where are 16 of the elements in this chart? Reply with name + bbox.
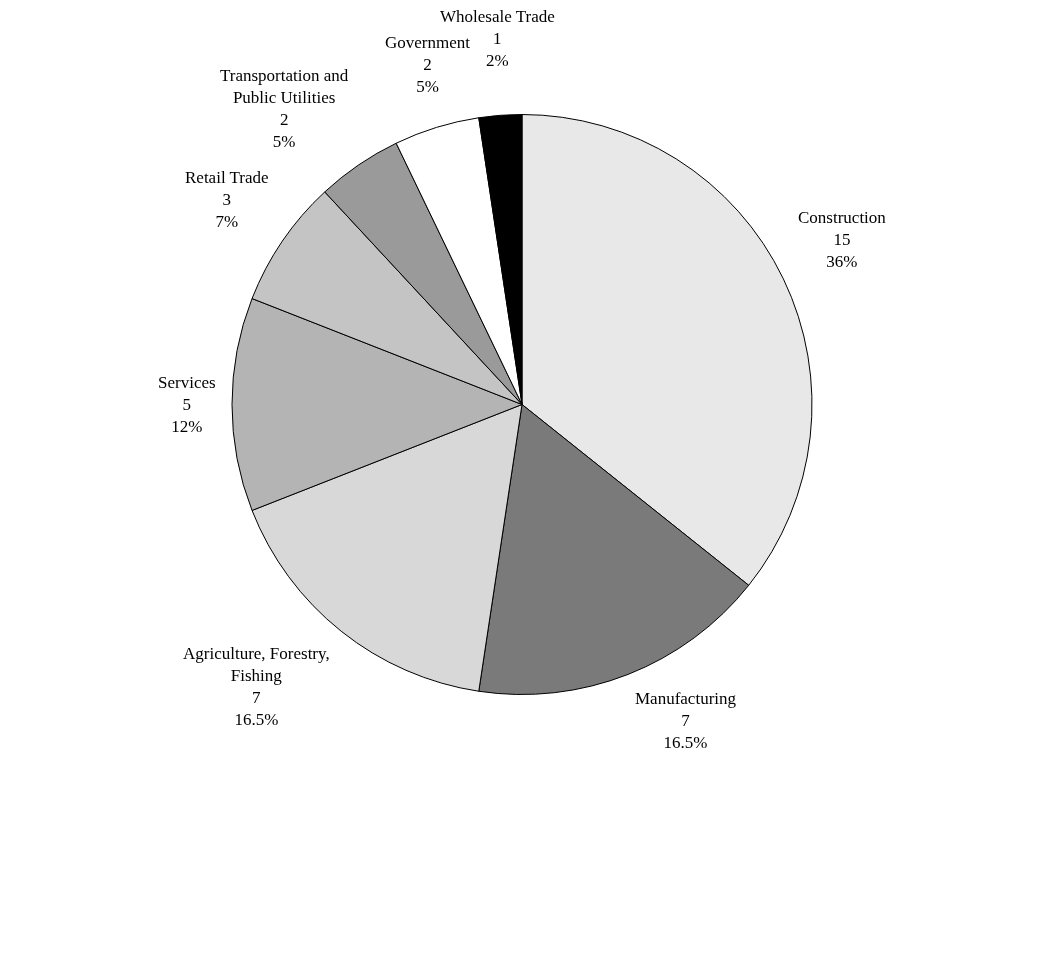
data-label: 7 16.5% [663, 711, 708, 753]
data-label: 2 5% [272, 110, 296, 152]
slice-label: Transportation and Public Utilities [220, 66, 349, 108]
data-label: 1 2% [486, 29, 509, 71]
slice-label: Wholesale Trade [440, 7, 555, 26]
data-label: 3 7% [215, 190, 239, 232]
data-label: 2 5% [416, 55, 439, 97]
data-label: 7 16.5% [234, 688, 279, 730]
data-label: 5 12% [171, 395, 203, 437]
slice-label: Manufacturing [635, 689, 737, 708]
slice-label: Agriculture, Forestry, Fishing [183, 644, 330, 686]
slice-label: Retail Trade [185, 168, 269, 187]
slice-label: Construction [798, 208, 887, 227]
slice-label: Services [158, 373, 216, 392]
data-label: 15 36% [826, 230, 858, 272]
slice-label: Government [385, 33, 471, 52]
